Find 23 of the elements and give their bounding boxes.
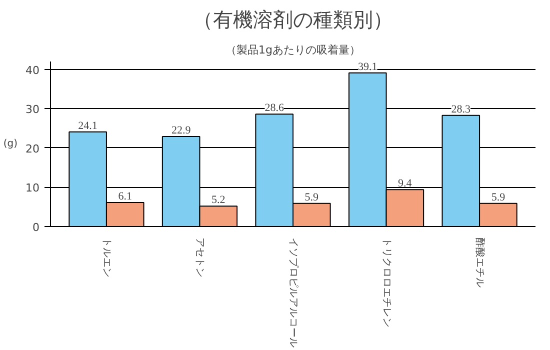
data-label: 9.4	[398, 178, 412, 190]
data-label: 39.1	[358, 60, 378, 73]
data-label: 22.9	[171, 124, 192, 137]
y-tick-label: 20	[26, 142, 40, 156]
data-label: 5.9	[491, 191, 506, 204]
chart-subtitle: （製品1gあたりの吸着量）	[226, 44, 360, 56]
x-tick-label: トリクロロエチレン	[380, 238, 392, 328]
y-tick-label: 10	[26, 182, 40, 195]
y-tick-label: 30	[26, 103, 40, 116]
y-tick-label: 0	[32, 221, 40, 234]
data-label: 24.1	[78, 120, 98, 132]
data-label: 28.3	[451, 103, 472, 116]
x-tick-label: トルエン	[100, 238, 112, 278]
chart-title: （有機溶剤の種類別）	[193, 8, 393, 32]
y-axis-title: (g)	[3, 138, 18, 150]
x-tick-label: 酢酸エチル	[474, 238, 486, 288]
data-label: 6.1	[118, 190, 132, 203]
x-tick-label: イソプロピルアルコール	[288, 238, 300, 348]
y-tick-label: 40	[26, 64, 40, 77]
data-label: 5.9	[304, 191, 320, 204]
data-label: 5.2	[212, 194, 226, 206]
x-tick-label: アセトン	[194, 238, 206, 278]
data-label: 28.6	[264, 102, 284, 114]
